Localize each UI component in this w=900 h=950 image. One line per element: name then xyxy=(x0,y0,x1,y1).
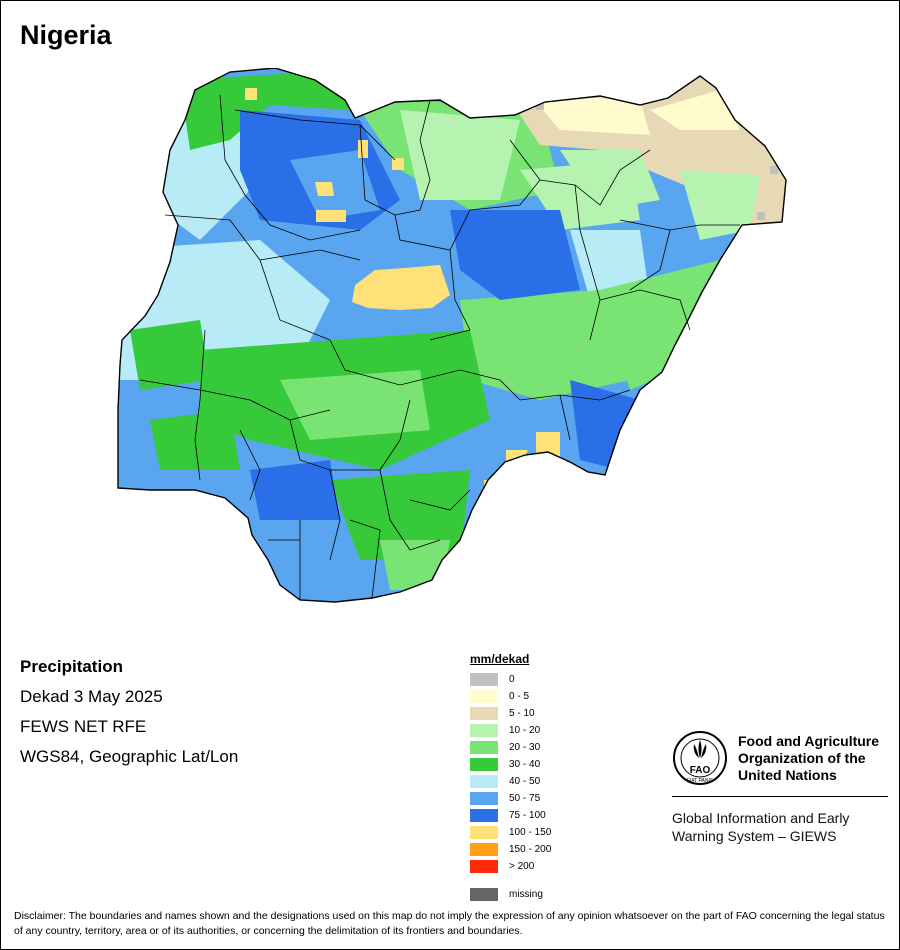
legend-label: 40 - 50 xyxy=(509,776,541,787)
legend-label: 75 - 100 xyxy=(509,810,546,821)
legend-swatch xyxy=(470,707,498,720)
legend-swatch xyxy=(470,809,498,822)
legend-swatch xyxy=(470,826,498,839)
legend-swatch xyxy=(470,888,498,901)
legend-item: 5 - 10 xyxy=(470,705,551,722)
legend-label: 0 xyxy=(509,674,515,685)
legend-swatch xyxy=(470,792,498,805)
map-info: Precipitation Dekad 3 May 2025 FEWS NET … xyxy=(20,656,238,776)
precipitation-raster xyxy=(118,68,786,602)
fao-logo: FAO FIAT PANIS xyxy=(673,731,727,785)
legend-title: mm/dekad xyxy=(470,652,530,666)
legend-swatch xyxy=(470,775,498,788)
precipitation-map xyxy=(117,68,787,603)
legend-item: 30 - 40 xyxy=(470,756,551,773)
legend-classes: 0 0 - 5 5 - 10 10 - 20 20 - 30 30 - 40 40 - 50… xyxy=(470,671,551,875)
legend-label: 0 - 5 xyxy=(509,691,530,702)
legend-item: 150 - 200 xyxy=(470,841,551,858)
legend-label: 100 - 150 xyxy=(509,827,552,838)
legend-label: 150 - 200 xyxy=(509,844,552,855)
legend-item: 40 - 50 xyxy=(470,773,551,790)
legend-item: 20 - 30 xyxy=(470,739,551,756)
fao-name-line: Food and Agriculture xyxy=(738,732,880,749)
legend-swatch xyxy=(470,690,498,703)
fao-name: Food and Agriculture Organization of the… xyxy=(738,733,879,784)
info-source: FEWS NET RFE xyxy=(20,717,147,736)
fao-logo-motto: FIAT PANIS xyxy=(687,778,714,784)
legend-item: 50 - 75 xyxy=(470,790,551,807)
legend-label: 5 - 10 xyxy=(509,708,535,719)
legend: mm/dekad 0 0 - 5 5 - 10 10 - 20 20 - 30 30 - … xyxy=(470,652,551,903)
legend-swatch xyxy=(470,860,498,873)
giews-line: Global Information and Early xyxy=(672,810,850,826)
legend-item: 10 - 20 xyxy=(470,722,551,739)
info-variable: Precipitation xyxy=(20,657,123,676)
fao-divider xyxy=(672,796,888,797)
fao-logo-letters: FAO xyxy=(690,765,711,776)
legend-label: > 200 xyxy=(509,861,535,872)
legend-item: 0 - 5 xyxy=(470,688,551,705)
fao-block: FAO FIAT PANIS Food and Agriculture Orga… xyxy=(672,730,888,845)
legend-label: 10 - 20 xyxy=(509,725,541,736)
legend-label: 50 - 75 xyxy=(509,793,541,804)
legend-item: > 200 xyxy=(470,858,551,875)
giews-text: Global Information and Early Warning Sys… xyxy=(672,809,888,845)
fao-name-line: Organization of the xyxy=(738,749,866,766)
legend-swatch xyxy=(470,741,498,754)
legend-swatch xyxy=(470,724,498,737)
info-projection: WGS84, Geographic Lat/Lon xyxy=(20,747,239,766)
legend-swatch xyxy=(470,758,498,771)
map-title: Nigeria xyxy=(20,20,112,50)
legend-item-missing: missing xyxy=(470,886,551,903)
legend-label: 20 - 30 xyxy=(509,742,541,753)
disclaimer: Disclaimer: The boundaries and names sho… xyxy=(14,910,885,937)
fao-name-line: United Nations xyxy=(738,766,837,783)
info-period: Dekad 3 May 2025 xyxy=(20,687,163,706)
legend-swatch xyxy=(470,843,498,856)
legend-item: 100 - 150 xyxy=(470,824,551,841)
legend-swatch xyxy=(470,673,498,686)
state-boundaries xyxy=(139,94,740,600)
legend-label: 30 - 40 xyxy=(509,759,541,770)
giews-line: Warning System – GIEWS xyxy=(672,828,837,844)
legend-item: 0 xyxy=(470,671,551,688)
legend-item: 75 - 100 xyxy=(470,807,551,824)
legend-label: missing xyxy=(509,889,543,900)
